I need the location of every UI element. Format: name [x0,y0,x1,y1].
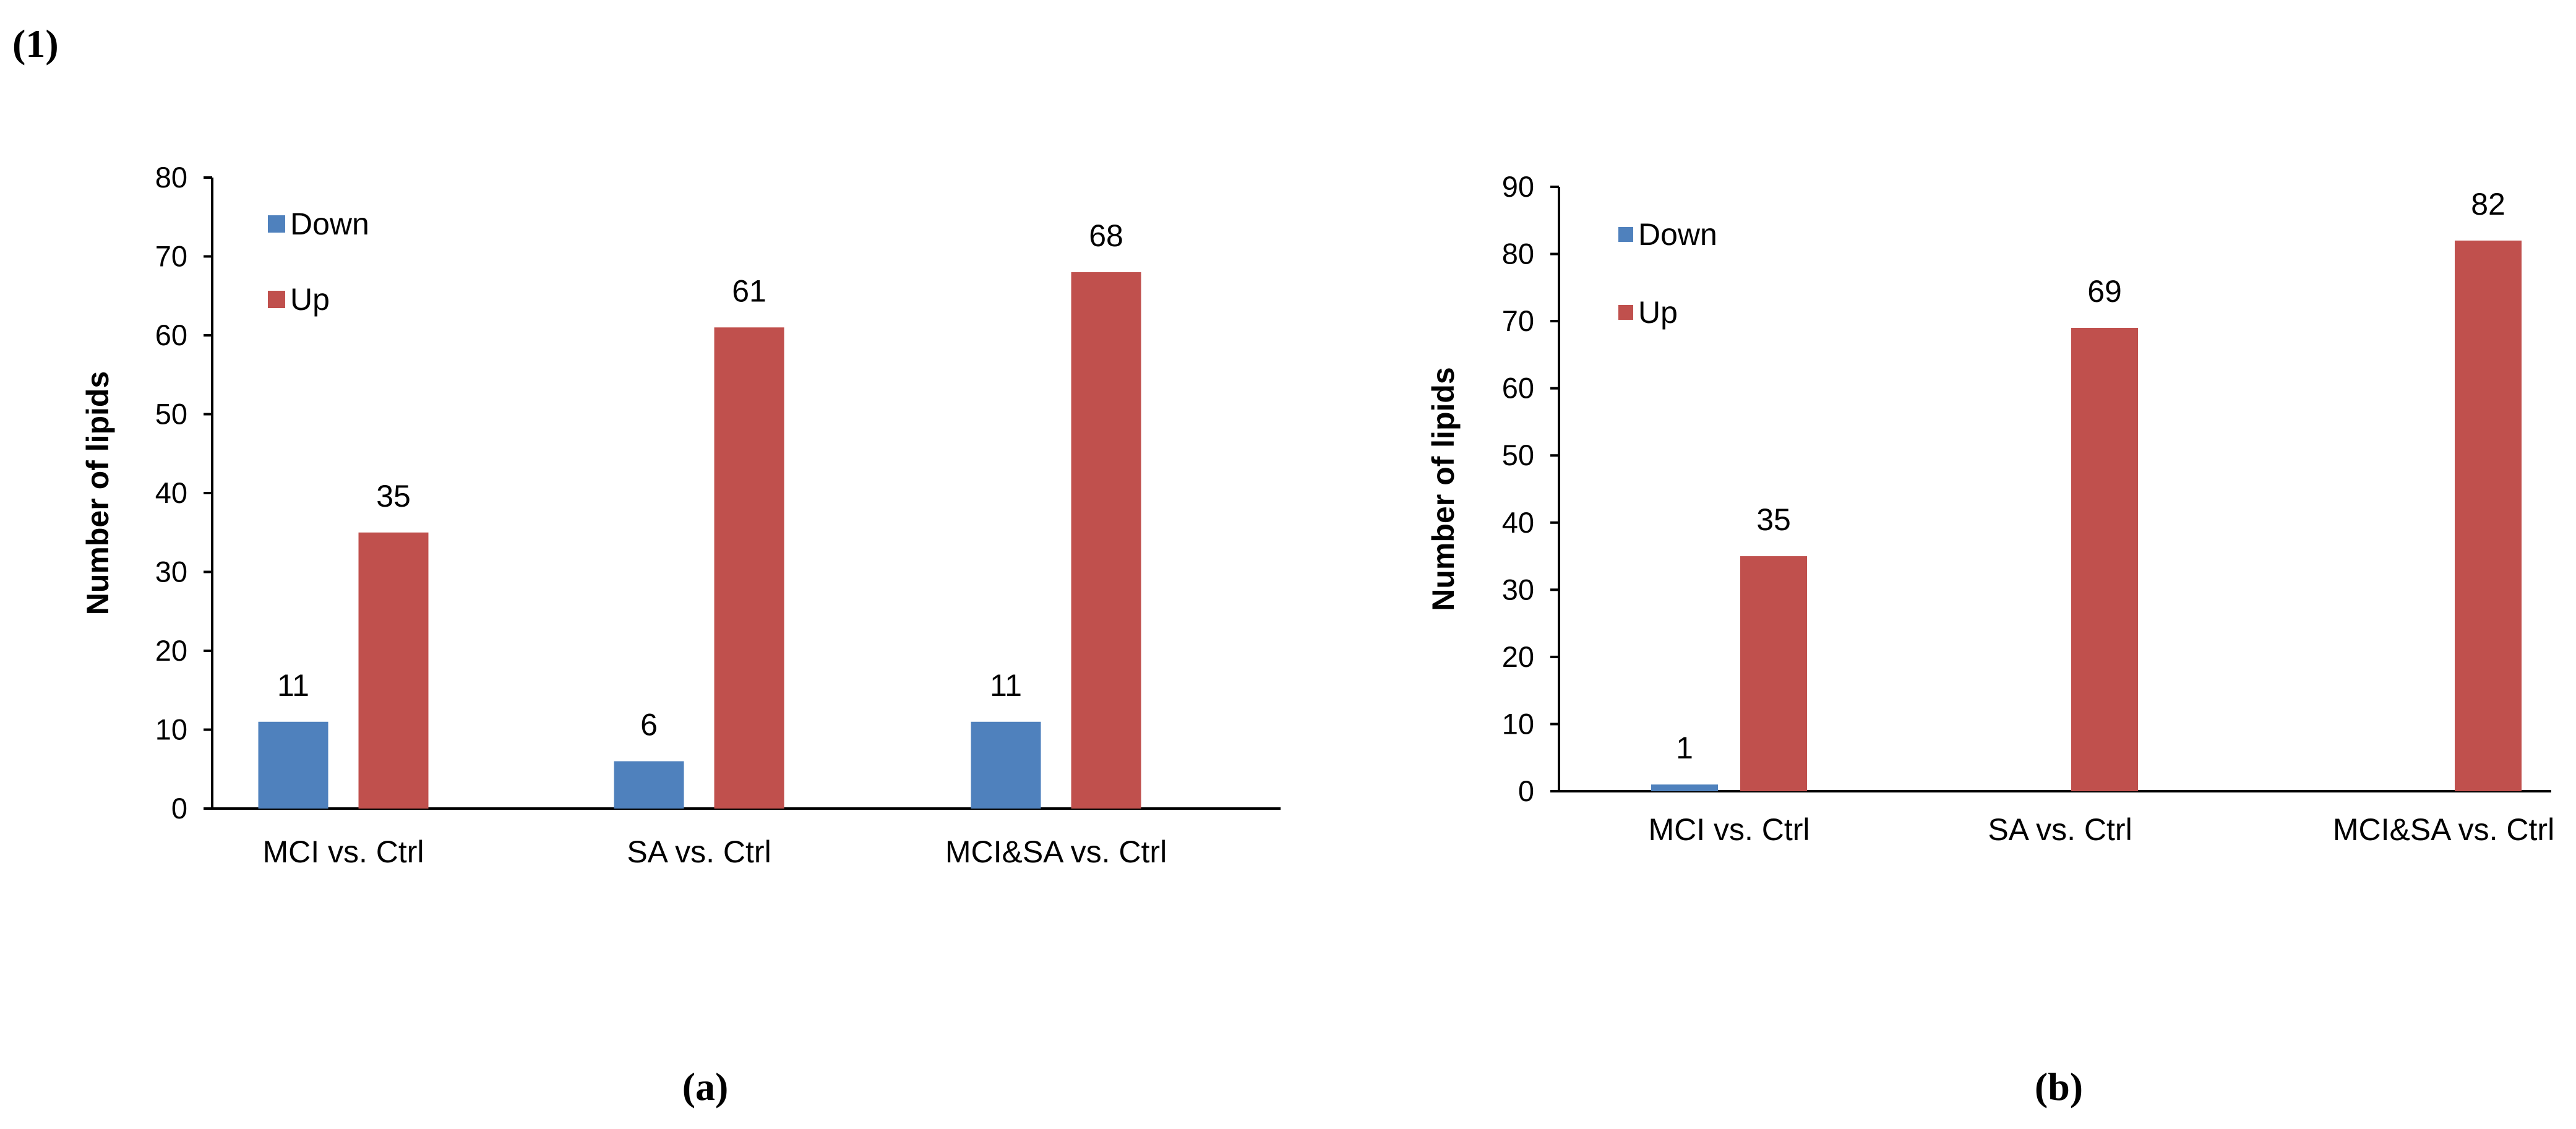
data-label: 11 [990,668,1022,703]
data-label: 11 [277,668,309,703]
x-category-label: MCI vs. Ctrl [262,835,424,869]
legend-swatch-up [268,291,285,308]
data-label: 1 [1676,731,1693,765]
x-category-label: MCI vs. Ctrl [1648,812,1810,847]
bar-up [714,327,784,809]
data-label: 69 [2087,274,2122,309]
y-tick-label: 90 [1502,170,1534,203]
y-tick-label: 40 [155,476,187,509]
bar-down [614,761,684,809]
y-tick-label: 30 [1502,573,1534,606]
x-category-label: MCI&SA vs. Ctrl [945,835,1167,869]
y-tick-label: 10 [155,713,187,746]
data-label: 6 [640,708,658,742]
y-tick-label: 0 [171,792,187,825]
bar-up [2455,240,2522,791]
bar-up [2071,327,2138,791]
legend-swatch-down [1618,227,1633,242]
panel-label-a: (a) [682,1065,729,1109]
chart-b: 0 10 20 30 40 50 60 70 80 90 Number of lipids MCI v… [1426,170,2554,847]
y-tick-label: 30 [155,556,187,588]
data-label: 68 [1089,218,1123,253]
y-tick-label: 50 [155,398,187,431]
data-label: 35 [376,479,411,513]
bar-down [971,721,1041,809]
x-category-label: MCI&SA vs. Ctrl [2333,812,2554,847]
legend-swatch-up [1618,305,1633,320]
legend-label-up: Up [1638,295,1678,330]
y-tick-label: 70 [155,240,187,273]
x-category-label: SA vs. Ctrl [627,835,771,869]
chart-a: 0 10 20 30 40 50 60 70 80 Number of lipids MCI vs.… [80,161,1281,869]
y-tick-label: 80 [1502,238,1534,270]
y-tick-label: 60 [1502,372,1534,405]
y-tick-label: 60 [155,319,187,351]
y-axis-title: Number of lipids [1426,367,1461,611]
bar-up [358,532,429,809]
y-tick-label: 70 [1502,304,1534,337]
x-category-label: SA vs. Ctrl [1988,812,2132,847]
legend-label-up: Up [290,282,330,317]
y-tick-label: 0 [1518,775,1534,807]
y-axis-title: Number of lipids [80,371,115,615]
panel-label-b: (b) [2035,1065,2083,1109]
bar-down [258,721,328,809]
legend-label-down: Down [1638,217,1717,252]
y-tick-label: 20 [155,634,187,667]
legend-swatch-down [268,215,285,233]
y-tick-label: 50 [1502,439,1534,471]
figure-label: (1) [12,22,59,66]
y-tick-label: 10 [1502,707,1534,740]
bar-up [1071,272,1141,809]
legend-label-down: Down [290,207,369,241]
data-label: 35 [1756,502,1791,537]
data-label: 61 [732,273,766,308]
bar-down [1651,784,1718,791]
y-tick-label: 40 [1502,506,1534,539]
y-tick-label: 20 [1502,640,1534,673]
y-tick-label: 80 [155,161,187,194]
bar-up [1740,556,1807,791]
data-label: 82 [2471,187,2505,221]
